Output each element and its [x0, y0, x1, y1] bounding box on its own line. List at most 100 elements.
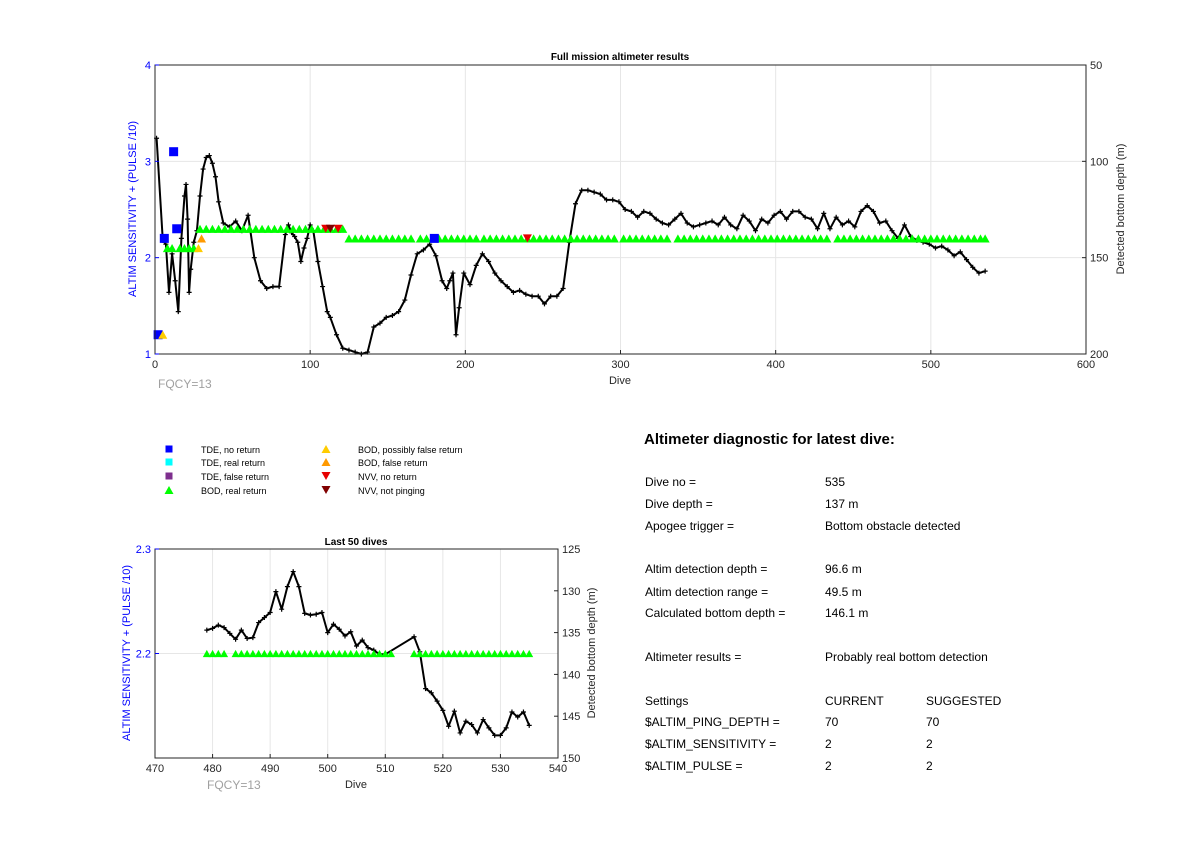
main-depth-point [690, 224, 696, 230]
main-marker-1 [226, 224, 236, 233]
legend-marker-1 [165, 458, 173, 466]
main-x-tick-label: 0 [152, 359, 158, 371]
main-marker-1 [969, 234, 979, 243]
main-marker-1 [584, 234, 594, 243]
small-marker-1 [427, 649, 436, 658]
main-marker-1 [619, 234, 629, 243]
main-marker-1 [459, 234, 469, 243]
legend-label-3: BOD, real return [201, 486, 267, 496]
small-marker-1 [300, 649, 309, 658]
main-marker-3 [158, 330, 168, 339]
main-depth-point [622, 207, 628, 212]
main-depth-point [709, 218, 715, 224]
small-depth-point [233, 636, 239, 642]
main-depth-point [734, 226, 740, 232]
small-marker-1 [277, 649, 286, 658]
main-marker-1 [625, 234, 635, 243]
main-depth-point [307, 222, 313, 228]
main-x-tick-label: 500 [922, 359, 940, 371]
main-depth-point [304, 235, 310, 241]
main-depth-point [777, 208, 783, 214]
diagnostic-row-label: Altimeter results = [645, 650, 741, 664]
small-depth-point [423, 686, 429, 692]
main-marker-1 [406, 234, 416, 243]
small-marker-1 [340, 649, 349, 658]
main-marker-1 [504, 234, 514, 243]
small-marker-1 [387, 649, 396, 658]
small-depth-point [469, 722, 475, 728]
small-marker-1 [271, 649, 280, 658]
main-depth-point [510, 289, 516, 295]
main-marker-1 [766, 234, 776, 243]
main-marker-1 [220, 224, 230, 233]
main-marker-1 [251, 224, 261, 233]
main-depth-point [796, 208, 802, 214]
main-marker-1 [207, 224, 217, 233]
small-depth-point [210, 625, 216, 631]
main-depth-point [346, 347, 352, 353]
small-depth-point [492, 732, 498, 738]
main-depth-point [641, 208, 647, 214]
main-marker-1 [760, 234, 770, 243]
main-marker-5 [333, 224, 343, 233]
small-marker-1 [231, 649, 240, 658]
small-depth-point [515, 714, 521, 720]
legend-marker-2 [165, 472, 173, 480]
main-depth-point [450, 270, 456, 276]
main-marker-1 [313, 224, 323, 233]
small-x-tick-label: 530 [491, 763, 509, 775]
main-depth-point [684, 220, 690, 226]
main-depth-point [740, 212, 746, 218]
small-marker-1 [317, 649, 326, 658]
small-marker-1 [323, 649, 332, 658]
small-depth-point [319, 610, 325, 616]
main-depth-point [169, 251, 175, 257]
main-depth-point [604, 197, 610, 203]
main-depth-point [616, 199, 622, 205]
main-marker-1 [778, 234, 788, 243]
main-depth-point [420, 247, 426, 253]
diagnostic-panel: Altimeter diagnostic for latest dive: Di… [644, 431, 1002, 773]
diagnostic-row-value: 535 [825, 475, 845, 489]
small-marker-1 [490, 649, 499, 658]
diagnostic-row-label: Calculated bottom depth = [645, 606, 785, 620]
small-depth-point [428, 690, 434, 696]
main-depth-point [504, 284, 510, 290]
small-depth-point [354, 643, 359, 649]
main-depth-point [479, 251, 485, 257]
main-depth-point [282, 232, 288, 238]
main-depth-point [473, 262, 479, 268]
small-y-axis-label: ALTIM SENSITIVITY + (PULSE /10) [121, 565, 133, 741]
small-marker-1 [496, 649, 505, 658]
small-depth-point [307, 612, 313, 618]
diagnostic-row-label: Altim detection depth = [645, 562, 767, 576]
small-x-tick-label: 490 [261, 763, 279, 775]
small-depth-point [244, 635, 250, 641]
small-depth-point [520, 709, 526, 715]
small-depth-point [497, 732, 503, 738]
small-marker-1 [202, 649, 211, 658]
main-depth-point [901, 222, 907, 228]
small-depth-point [221, 625, 227, 631]
small-marker-1 [450, 649, 459, 658]
main-depth-point [659, 220, 665, 226]
main-depth-point [439, 278, 445, 284]
main-depth-point [340, 345, 346, 351]
main-depth-point [560, 285, 566, 291]
small-marker-1 [519, 649, 528, 658]
main-marker-1 [864, 234, 874, 243]
main-marker-1 [269, 224, 279, 233]
main-chart-title: Full mission altimeter results [551, 52, 690, 63]
diagnostic-row-value: Bottom obstacle detected [825, 519, 960, 533]
main-marker-1 [913, 234, 923, 243]
main-y-axis-label: ALTIM SENSITIVITY + (PULSE /10) [127, 121, 139, 297]
small-depth-point [486, 725, 492, 731]
main-marker-1 [350, 234, 360, 243]
main-depth-point [752, 228, 758, 234]
main-depth-point [541, 301, 547, 307]
legend-label-1: TDE, real return [201, 458, 265, 468]
legend-label-5: BOD, false return [358, 458, 428, 468]
main-depth-point [175, 309, 181, 315]
main-depth-point [383, 314, 389, 320]
main-depth-point [245, 212, 251, 218]
